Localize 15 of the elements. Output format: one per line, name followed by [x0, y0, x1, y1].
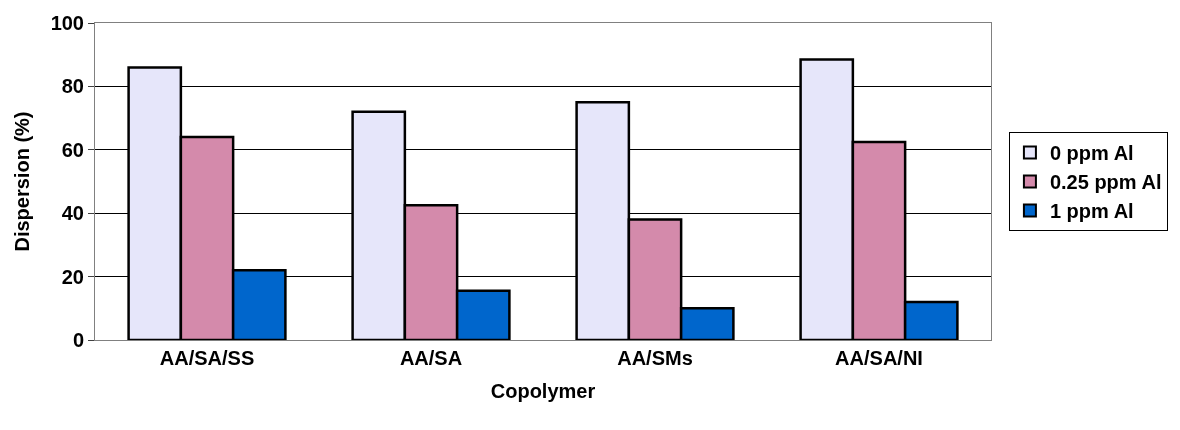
y-tick-label: 100	[50, 12, 84, 34]
legend-label: 0 ppm Al	[1049, 142, 1134, 165]
x-axis-title: Copolymer	[490, 379, 596, 402]
y-tick-label: 80	[61, 75, 84, 98]
y-tick-label: 0	[72, 329, 84, 351]
x-tick-label: AA/SMs	[617, 347, 693, 369]
legend-label: 0.25 ppm Al	[1049, 171, 1162, 194]
x-tick-label: AA/SA/NI	[835, 347, 923, 369]
y-tick-label: 60	[61, 138, 84, 161]
y-tick-label: 20	[61, 265, 84, 288]
x-tick-label: AA/SA	[399, 347, 463, 369]
y-tick-label: 40	[61, 202, 84, 225]
x-tick-label: AA/SA/SS	[159, 347, 255, 369]
legend-label: 1 ppm Al	[1049, 200, 1134, 223]
y-axis-title: Dispersion (%)	[11, 111, 34, 252]
